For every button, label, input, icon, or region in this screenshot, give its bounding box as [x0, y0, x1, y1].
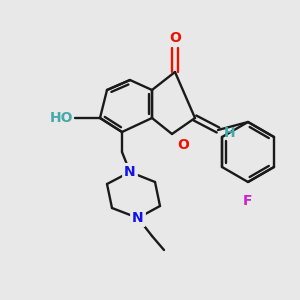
Text: F: F — [243, 194, 253, 208]
Text: O: O — [177, 138, 189, 152]
Text: HO: HO — [50, 111, 73, 125]
Text: N: N — [124, 165, 136, 179]
Text: N: N — [132, 211, 144, 225]
Text: O: O — [169, 31, 181, 45]
Text: H: H — [224, 126, 236, 140]
